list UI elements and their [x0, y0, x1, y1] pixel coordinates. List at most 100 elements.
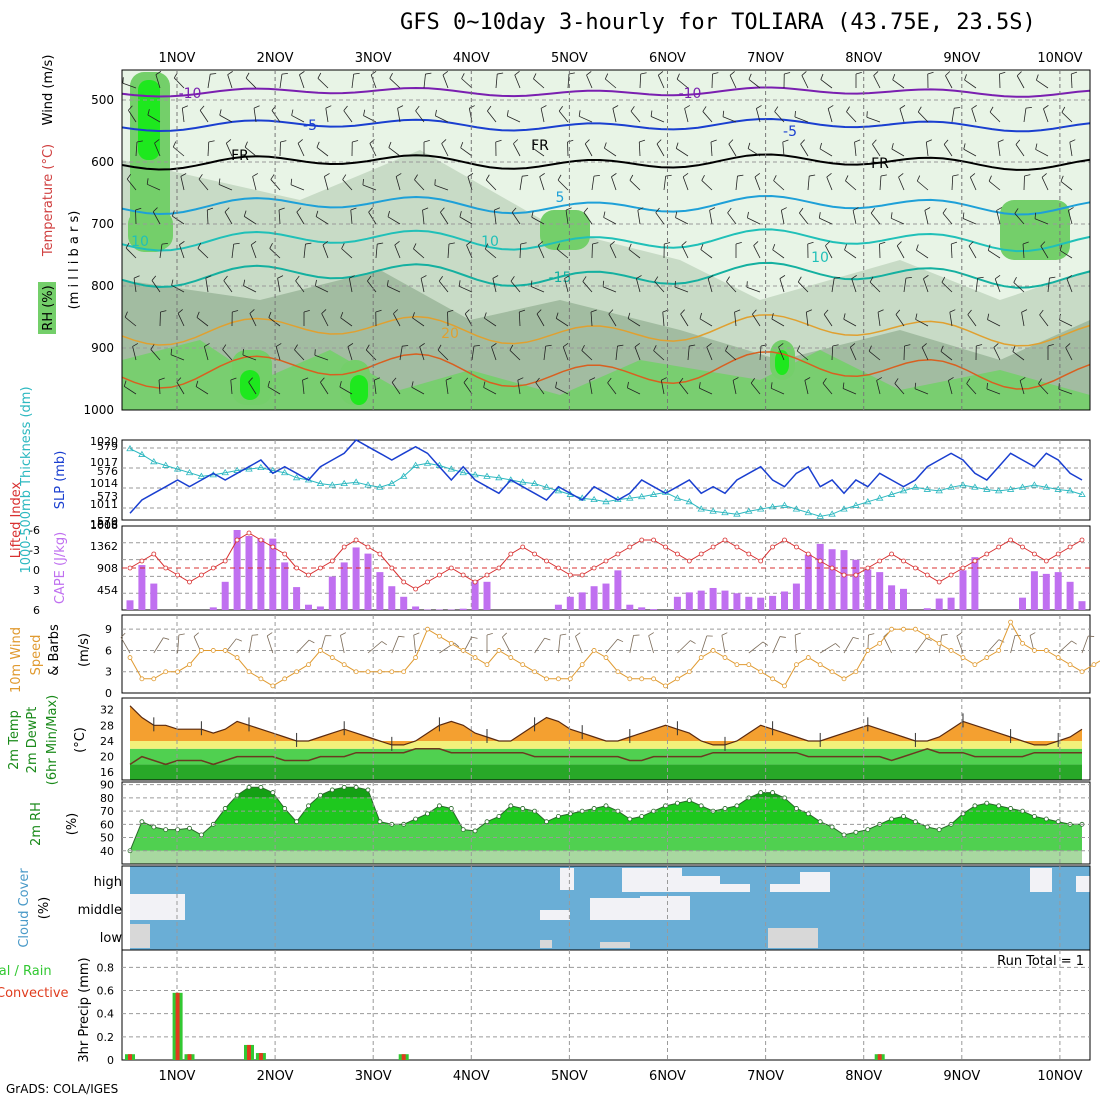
wind-speed-point [270, 683, 276, 689]
cloud-patch [130, 894, 185, 920]
upper-wind-barb [747, 142, 751, 149]
date-label-bottom: 10NOV [1037, 1069, 1082, 1084]
upper-wind-barb [420, 278, 425, 293]
upper-wind-barb [628, 243, 632, 250]
cape-bar [733, 593, 741, 610]
upper-wind-barb [726, 276, 730, 282]
cape-bar [828, 549, 836, 610]
upper-wind-barb [966, 383, 977, 395]
lifted-index-point [234, 537, 240, 543]
lifted-tick: -3 [29, 544, 40, 557]
ylabel-wind: Wind (m/s) [41, 55, 56, 126]
contour-label: 10 [481, 234, 499, 250]
upper-wind-barb [988, 180, 1001, 191]
wind-speed-point [960, 655, 966, 660]
upper-wind-barb [343, 105, 348, 111]
upper-wind-barb [151, 280, 161, 293]
wind-speed-point [627, 676, 633, 682]
contour-label: -10 [179, 86, 202, 102]
upper-wind-barb [879, 176, 882, 191]
upper-wind-barb [268, 317, 281, 327]
upper-wind-barb [132, 346, 137, 361]
upper-wind-barb [689, 344, 696, 347]
lifted-index-point [1008, 537, 1013, 543]
thickness-point [126, 444, 134, 452]
wind-speed-point [758, 669, 764, 675]
upper-wind-barb [582, 281, 593, 293]
cape-bar [852, 559, 860, 610]
thickness-point [554, 487, 563, 494]
upper-wind-barb [485, 179, 497, 191]
upper-wind-barb [125, 247, 137, 259]
thickness-point [507, 476, 515, 483]
upper-wind-barb [725, 345, 729, 351]
lifted-index-point [187, 579, 192, 585]
upper-wind-barb [295, 275, 300, 282]
cape-bar [721, 590, 729, 610]
upper-wind-barb [277, 275, 284, 279]
upper-wind-barb [846, 106, 850, 112]
upper-wind-barb [483, 381, 486, 388]
upper-wind-barb [735, 242, 742, 245]
rh2m-tick: 80 [100, 792, 114, 805]
upper-wind-barb [917, 180, 929, 191]
thickness-point [864, 498, 872, 505]
thickness-point [376, 483, 384, 490]
lifted-index-point [746, 551, 752, 557]
upper-wind-barb [402, 345, 409, 347]
wind-speed-point [484, 662, 490, 668]
lifted-index-point [365, 544, 371, 550]
lifted-index-point [127, 565, 133, 571]
lifted-index-point [163, 565, 169, 571]
date-label-top: 8NOV [845, 51, 882, 66]
upper-wind-barb [954, 107, 961, 109]
wind-speed-point [615, 669, 621, 675]
upper-wind-barb [988, 250, 1001, 259]
rh-point [1055, 819, 1061, 825]
thickness-point [1006, 485, 1015, 492]
upper-wind-barb [722, 116, 737, 123]
upper-wind-barb [805, 312, 809, 327]
wind-speed-point [782, 683, 787, 689]
cape-bar [697, 590, 705, 610]
upper-wind-barb [1043, 105, 1049, 110]
thickness-tick: 573 [97, 490, 118, 503]
upper-wind-barb [447, 309, 454, 313]
upper-wind-barb [278, 210, 281, 225]
wind-speed-point [794, 662, 799, 668]
rh-point [794, 806, 799, 811]
upper-wind-barb [611, 173, 617, 178]
wind-speed-point [353, 669, 359, 675]
surface-wind-barb [575, 636, 583, 654]
surface-wind-barb [398, 635, 405, 638]
lifted-index-point [175, 572, 181, 578]
temp-tick: 24 [100, 735, 114, 748]
upper-wind-barb [989, 111, 1001, 123]
upper-wind-barb [1022, 241, 1029, 245]
upper-wind-barb [846, 111, 857, 123]
upper-wind-barb [155, 71, 162, 75]
upper-wind-barb [198, 179, 209, 191]
upper-wind-barb [299, 74, 305, 89]
upper-wind-barb [562, 346, 569, 361]
slp-panel-frame [121, 439, 1091, 521]
upper-wind-barb [532, 147, 545, 157]
upper-wind-barb [252, 173, 259, 177]
upper-wind-barb [267, 386, 281, 395]
upper-wind-barb [411, 381, 414, 388]
upper-wind-barb [729, 71, 735, 76]
thickness-point [447, 465, 456, 472]
upper-wind-barb [842, 382, 845, 389]
cloud-level-label: high [94, 875, 122, 890]
surface-wind-barb [690, 640, 696, 644]
upper-wind-barb [155, 74, 161, 89]
rh-point [734, 803, 740, 809]
surface-wind-barb [177, 635, 180, 654]
upper-wind-barb [532, 142, 535, 149]
thickness-point [173, 465, 182, 472]
rh-point [520, 806, 526, 811]
wind-speed-point [306, 662, 311, 668]
upper-wind-barb [949, 309, 956, 313]
surface-wind-barb [629, 635, 634, 654]
upper-wind-barb [849, 347, 857, 361]
